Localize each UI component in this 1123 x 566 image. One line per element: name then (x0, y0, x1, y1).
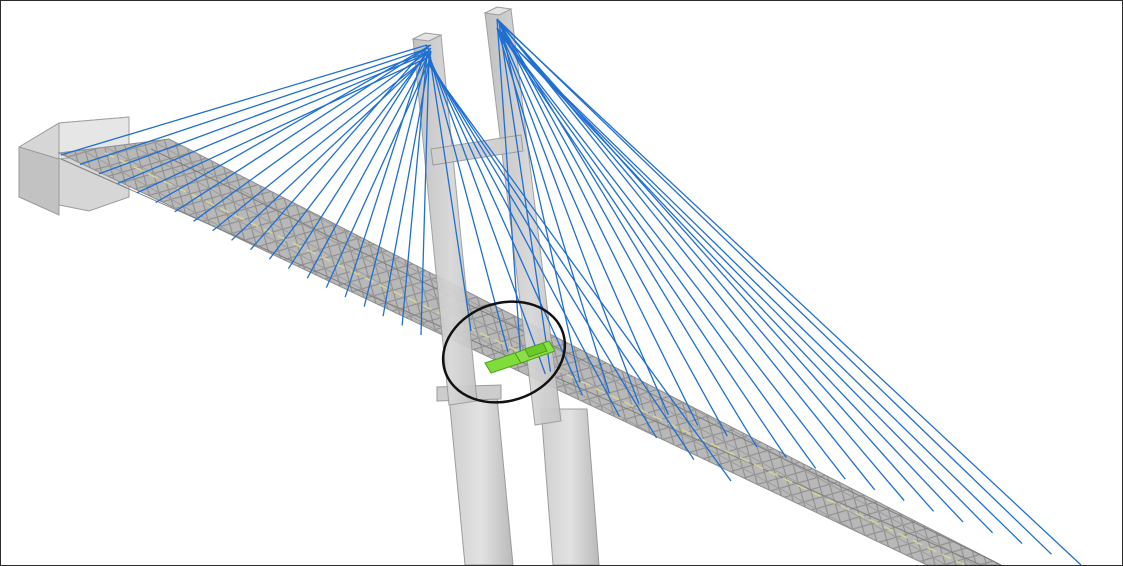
stay-cable (500, 33, 1023, 544)
highlighted-deck-elements (484, 340, 556, 374)
stay-cable (193, 50, 430, 222)
stay-cable (496, 27, 787, 458)
stay-cable (428, 62, 695, 460)
stay-cable (420, 56, 430, 336)
stay-cable (250, 44, 430, 251)
stay-cable (498, 21, 728, 437)
stay-cable (428, 58, 621, 418)
callout-ellipse (441, 300, 567, 404)
stay-cable (231, 56, 428, 241)
stay-cable (428, 60, 658, 439)
stay-cable (117, 53, 428, 184)
deck-centerline (104, 152, 965, 565)
stay-cable (500, 24, 758, 448)
stay-cable (496, 18, 699, 426)
stay-cable (401, 53, 428, 326)
stay-cable (428, 50, 472, 332)
stay-cable (496, 27, 611, 394)
stay-cable (363, 47, 430, 307)
stay-cable (325, 56, 432, 288)
stay-cable (496, 18, 522, 362)
stay-cable (498, 21, 1082, 565)
stay-cable (498, 30, 817, 469)
stay-cable (428, 56, 583, 396)
stay-cable (155, 44, 432, 203)
stay-cables (60, 18, 1082, 565)
stay-cable (174, 47, 428, 213)
stay-cable (500, 33, 846, 480)
stay-cable (287, 50, 428, 270)
stay-cable (500, 33, 669, 415)
stay-cable (98, 50, 432, 175)
stay-cable (496, 27, 964, 523)
stay-cable (60, 44, 428, 156)
stay-cable (496, 18, 876, 491)
pier-columns (436, 384, 600, 565)
stay-cable (428, 54, 546, 375)
stay-cable (498, 30, 994, 534)
stay-cable (496, 18, 1052, 555)
stay-cable (344, 44, 428, 298)
stay-cable (428, 64, 732, 482)
stay-cable (268, 47, 432, 260)
stay-cable (136, 56, 430, 194)
stay-cable (306, 53, 430, 279)
stay-cable (79, 47, 430, 166)
